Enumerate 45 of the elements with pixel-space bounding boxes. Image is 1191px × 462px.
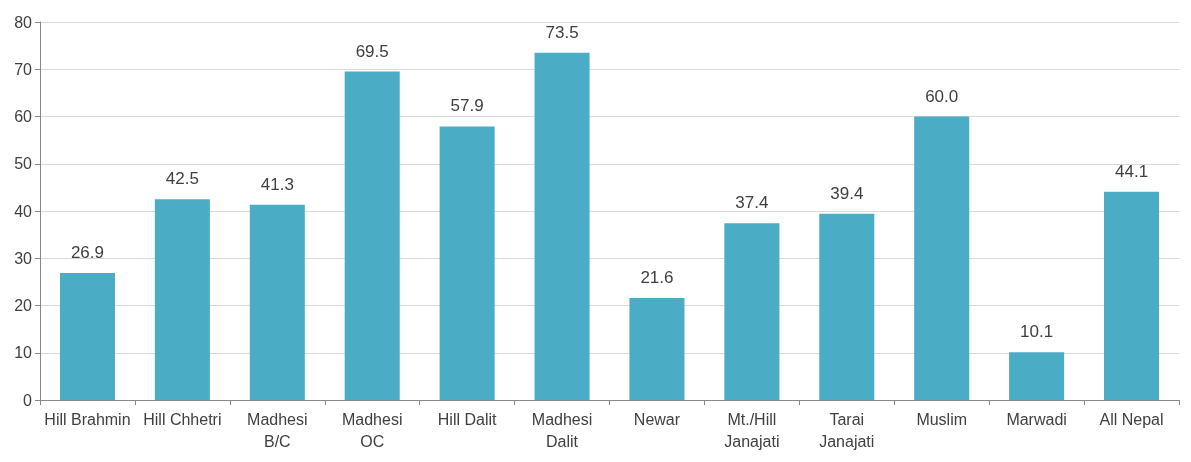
bar	[629, 297, 685, 400]
bar	[724, 223, 780, 400]
y-tick-label: 80	[14, 13, 33, 31]
x-tick-label: Madhesi B/C	[247, 410, 308, 450]
x-tick-label: Madhesi OC	[341, 410, 403, 450]
x-tick-label: Newar	[633, 410, 681, 428]
bar	[1104, 191, 1160, 400]
x-tick-label: Tarai Janajati	[819, 410, 875, 450]
y-tick-label: 70	[14, 60, 33, 78]
y-tick-label: 10	[14, 344, 33, 362]
y-tick-label: 30	[14, 249, 33, 267]
data-label: 73.5	[545, 22, 579, 42]
y-tick-label: 60	[14, 108, 33, 125]
bar	[819, 213, 875, 400]
x-tick-label: Marwadi	[1006, 410, 1067, 428]
data-label: 39.4	[830, 183, 864, 203]
bar	[1009, 352, 1065, 400]
data-label: 44.1	[1114, 161, 1149, 181]
y-tick-label: 40	[14, 202, 33, 220]
data-label: 60.0	[925, 86, 959, 106]
bar	[344, 71, 400, 400]
bar	[534, 52, 590, 400]
y-tick-label: 0	[23, 391, 33, 409]
x-tick-label: Mt./Hill Janajati	[724, 410, 780, 450]
data-label: 26.9	[70, 242, 105, 262]
y-tick-label: 20	[14, 297, 33, 314]
data-label: 37.4	[735, 193, 769, 213]
data-label: 10.1	[1020, 322, 1054, 342]
bar	[249, 204, 305, 400]
data-label: 57.9	[450, 96, 484, 116]
x-tick-label: Madhesi Dalit	[531, 410, 593, 450]
x-tick-label: Hill Dalit	[437, 410, 498, 428]
bar	[59, 272, 115, 400]
data-label: 42.5	[165, 169, 199, 189]
data-label: 21.6	[640, 267, 674, 287]
data-label: 69.5	[355, 41, 389, 61]
bar	[439, 126, 495, 400]
bar	[154, 199, 210, 400]
x-tick-label: Hill Brahmin	[44, 410, 131, 428]
x-tick-label: Muslim	[916, 410, 968, 428]
x-tick-label: Hill Chhetri	[143, 410, 222, 428]
data-label: 41.3	[260, 174, 294, 194]
bar	[914, 116, 970, 400]
y-tick-label: 50	[14, 155, 33, 173]
x-tick-label: All Nepal	[1099, 410, 1164, 428]
